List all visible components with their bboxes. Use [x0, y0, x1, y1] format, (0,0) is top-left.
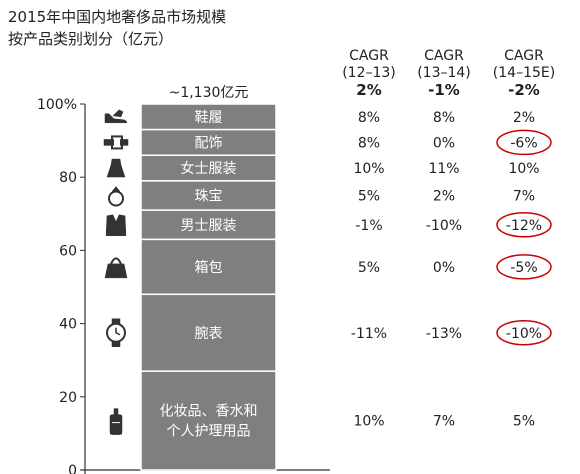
y-tick-label: 0: [68, 463, 77, 474]
cagr-value: 5%: [513, 414, 535, 430]
shoe-icon: [104, 109, 128, 124]
cagr-header: CAGR: [424, 48, 464, 64]
bar-segment: [140, 180, 277, 211]
cagr-value: 8%: [433, 110, 455, 126]
segment-label: 男士服装: [181, 218, 237, 234]
highlight-circle: [496, 129, 552, 156]
cagr-total: -1%: [428, 81, 460, 99]
ring-icon: [108, 186, 124, 207]
segment-label: 女士服装: [181, 160, 237, 177]
cagr-value: 0%: [433, 260, 455, 276]
bar-segment: [140, 128, 277, 156]
handbag-icon: [104, 257, 128, 279]
highlight-circle: [496, 320, 552, 346]
perfume-icon: [109, 408, 123, 435]
cagr-value: -10%: [506, 326, 542, 342]
cagr-value: 7%: [513, 189, 535, 205]
y-tick-label: 80: [59, 170, 77, 186]
bar-segment: [140, 293, 277, 372]
segment-label: 腕表: [195, 326, 223, 342]
cagr-value: 11%: [428, 161, 459, 177]
segment-label: 箱包: [195, 260, 223, 276]
cagr-value: -11%: [351, 326, 387, 342]
cagr-value: 2%: [433, 189, 455, 205]
cagr-value: 8%: [358, 135, 380, 151]
bar-segment: [140, 370, 277, 471]
cagr-value: 2%: [513, 110, 535, 126]
cagr-header: CAGR: [504, 48, 544, 64]
cagr-value: -13%: [426, 326, 462, 342]
cagr-value: 5%: [358, 189, 380, 205]
chart-title-line-2: 按产品类别划分（亿元）: [8, 30, 174, 48]
cagr-value: 8%: [358, 110, 380, 126]
segment-label: 珠宝: [195, 189, 223, 205]
segment-label: 化妆品、香水和: [160, 404, 258, 420]
bar-segment: [140, 238, 277, 296]
bar-segment: [140, 103, 277, 131]
cagr-period: (13–14): [417, 65, 471, 81]
chart-title: 2015年中国内地奢侈品市场规模 按产品类别划分（亿元）: [8, 6, 226, 50]
chart-title-line-1: 2015年中国内地奢侈品市场规模: [8, 8, 227, 26]
y-tick-label: 60: [59, 243, 77, 259]
segment-label: 鞋履: [195, 110, 223, 126]
cagr-header: CAGR: [349, 48, 389, 64]
bar-total-label: ~1,130亿元: [169, 85, 249, 101]
cagr-period: (12–13): [342, 65, 396, 81]
cagr-total: -2%: [508, 81, 540, 99]
cagr-value: -12%: [506, 218, 542, 234]
cagr-value: -6%: [510, 135, 537, 151]
highlight-circle: [496, 254, 552, 280]
cagr-value: 10%: [508, 161, 539, 177]
bar-segment: [140, 209, 277, 241]
cagr-total: 2%: [356, 81, 381, 99]
segment-label: 配饰: [195, 135, 223, 151]
cagr-value: 10%: [353, 414, 384, 430]
highlight-circle: [496, 212, 552, 238]
cagr-value: 7%: [433, 414, 455, 430]
cagr-period: (14–15E): [493, 65, 555, 81]
watch-icon: [106, 318, 126, 347]
dress-icon: [106, 158, 126, 178]
cagr-value: 10%: [353, 161, 384, 177]
belt-icon: [103, 135, 129, 150]
y-tick-label: 100%: [37, 97, 77, 113]
bar-segment: [140, 154, 277, 182]
y-tick-label: 20: [59, 390, 77, 406]
cagr-value: -5%: [510, 260, 537, 276]
y-tick-label: 40: [59, 317, 77, 333]
cagr-value: -10%: [426, 218, 462, 234]
cagr-value: 0%: [433, 135, 455, 151]
cagr-value: 5%: [358, 260, 380, 276]
cagr-value: -1%: [355, 218, 382, 234]
suit-icon: [105, 214, 127, 237]
segment-label: 个人护理用品: [167, 424, 251, 440]
